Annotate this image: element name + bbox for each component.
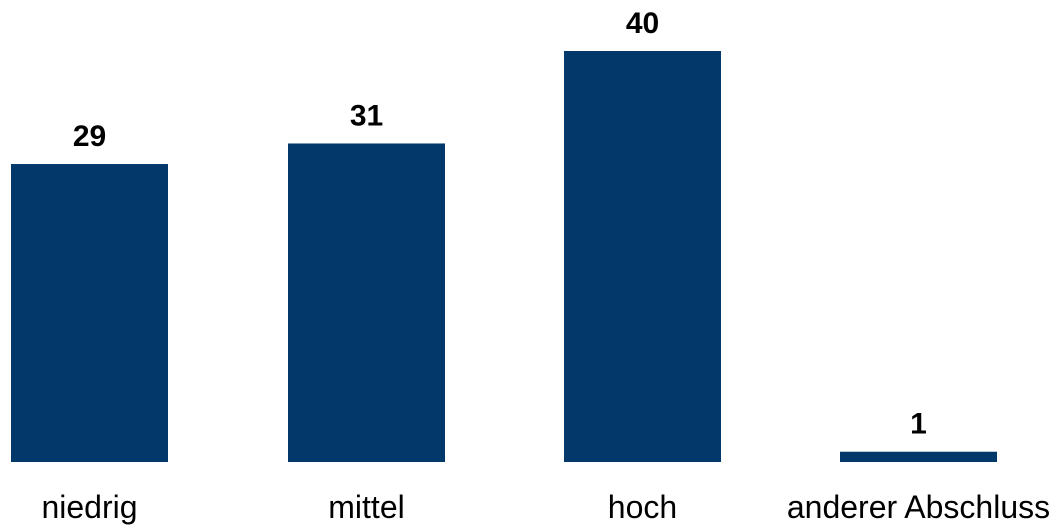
- bar-niedrig: [11, 164, 168, 462]
- value-label: 29: [73, 120, 106, 153]
- category-label: mittel: [328, 489, 404, 525]
- category-label: hoch: [608, 489, 677, 525]
- bars-layer: [11, 51, 997, 462]
- value-label: 31: [350, 99, 383, 132]
- value-label: 1: [910, 408, 927, 441]
- category-label: anderer Abschluss: [787, 489, 1050, 525]
- value-labels-layer: 29 31 40 1: [73, 7, 927, 441]
- bar-hoch: [564, 51, 721, 462]
- value-label: 40: [626, 7, 659, 40]
- bar-anderer-abschluss: [840, 452, 997, 462]
- bar-mittel: [288, 143, 445, 462]
- category-label: niedrig: [41, 489, 137, 525]
- category-labels-layer: niedrig mittel hoch anderer Abschluss: [41, 489, 1050, 525]
